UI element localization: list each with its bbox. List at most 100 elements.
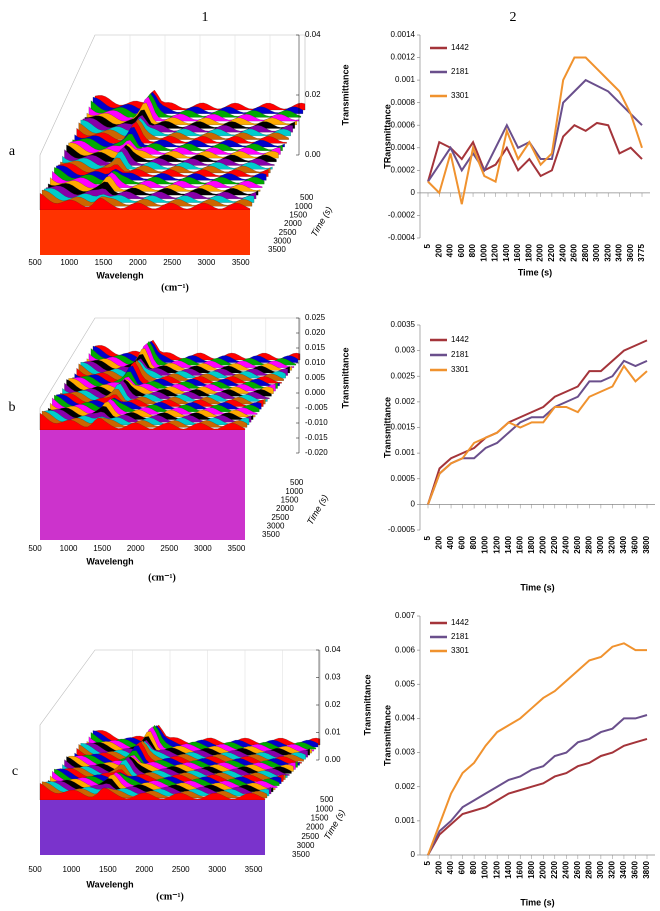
z-tick-label: 0.000 (305, 388, 326, 397)
x-tick-label: 3200 (603, 243, 612, 261)
y-tick-label: 0.0025 (391, 371, 416, 380)
series-line (427, 56, 643, 205)
depth-tick-label: 500 (300, 193, 314, 202)
x-tick-label: 1400 (502, 243, 511, 261)
depth-tick-label: 2500 (279, 228, 297, 237)
depth-tick-label: 2000 (284, 219, 302, 228)
legend-label: 2181 (451, 632, 469, 641)
frame (39, 649, 321, 800)
x-tick-label: 3000 (596, 535, 605, 553)
z-tick-label: 0.010 (305, 358, 326, 367)
front-face (40, 800, 265, 855)
spectrum-layer (43, 188, 255, 203)
depth-axis-title: Time (s) (309, 205, 334, 239)
y-tick-label: -0.0005 (388, 525, 416, 534)
depth-tick-label: 1500 (289, 210, 307, 219)
row-label: a (9, 144, 16, 159)
row-label: c (12, 764, 18, 779)
x-tick-label: 2500 (172, 865, 190, 874)
series-line (427, 737, 648, 856)
y-tick-label: 0.005 (395, 679, 416, 688)
y-tick-label: 0.001 (395, 75, 416, 84)
y-tick-label: -0.0004 (388, 233, 416, 242)
x-axis-unit: (cm⁻¹) (148, 572, 176, 583)
y-tick-label: 0.002 (395, 397, 416, 406)
x-tick-label: 1200 (491, 243, 500, 261)
x-tick-label: 200 (434, 243, 443, 257)
legend-label: 3301 (451, 91, 469, 100)
front-face (40, 210, 250, 255)
y-tick-label: 0.0002 (391, 165, 416, 174)
y-tick-label: 0.006 (395, 645, 416, 654)
x-tick-label: 1600 (515, 535, 524, 553)
depth-tick-label: 500 (290, 478, 304, 487)
x-axis-title: Time (s) (520, 897, 554, 907)
x-tick-label: 2800 (584, 860, 593, 878)
depth-tick-label: 1000 (295, 202, 313, 211)
series-line (427, 339, 648, 505)
y-axis-title: Transmittance (382, 705, 392, 766)
x-tick-label: 600 (458, 535, 467, 549)
depth-tick-label: 3000 (267, 521, 285, 530)
legend-label: 1442 (451, 618, 469, 627)
x-tick-label: 5 (423, 860, 432, 865)
y-tick-label: 0 (411, 850, 416, 859)
depth-tick-label: 1000 (285, 487, 303, 496)
z-axis-title: Transmittance (340, 347, 350, 408)
x-tick-label: 800 (469, 535, 478, 549)
x-tick-label: 1600 (513, 243, 522, 261)
x-tick-label: 1000 (481, 535, 490, 553)
depth-tick-label: 3000 (297, 841, 315, 850)
y-tick-label: 0.0012 (391, 53, 416, 62)
x-tick-label: 3000 (194, 544, 212, 553)
spectrum-layer (39, 192, 251, 211)
x-tick-label: 5 (423, 243, 432, 248)
z-tick-label: -0.020 (305, 448, 328, 457)
y-tick-label: 0.0014 (391, 30, 416, 39)
x-tick-label: 2800 (584, 535, 593, 553)
x-tick-label: 600 (457, 243, 466, 257)
z-tick-label: 0.005 (305, 373, 326, 382)
x-tick-label: 3800 (642, 535, 651, 553)
x-tick-label: 1000 (60, 544, 78, 553)
y-tick-label: 0.004 (395, 714, 416, 723)
x-tick-label: 500 (28, 865, 42, 874)
row-label: b (9, 400, 16, 415)
x-tick-label: 2000 (538, 860, 547, 878)
x-tick-label: 2200 (550, 535, 559, 553)
y-tick-label: 0.0006 (391, 120, 416, 129)
depth-tick-label: 1500 (311, 813, 329, 822)
x-tick-label: 800 (469, 860, 478, 874)
depth-tick-label: 2000 (306, 823, 324, 832)
x-tick-label: 2600 (573, 860, 582, 878)
legend-label: 3301 (451, 365, 469, 374)
x-tick-label: 1400 (504, 860, 513, 878)
x-tick-label: 3400 (615, 243, 624, 261)
y-tick-label: 0.0008 (391, 98, 416, 107)
depth-tick-label: 2500 (271, 513, 289, 522)
spectrum-layer (39, 412, 246, 431)
z-tick-label: 0.020 (305, 328, 326, 337)
x-tick-label: 500 (28, 544, 42, 553)
legend-label: 2181 (451, 350, 469, 359)
z-tick-label: -0.005 (305, 403, 328, 412)
x-tick-label: 3600 (626, 243, 635, 261)
front-face (40, 430, 245, 540)
z-tick-label: 0.02 (305, 90, 321, 99)
x-tick-label: 5 (423, 535, 432, 540)
y-tick-label: 0.0015 (391, 423, 416, 432)
x-tick-label: 200 (435, 860, 444, 874)
x-tick-label: 1500 (95, 258, 113, 267)
x-tick-label: 2500 (160, 544, 178, 553)
x-tick-label: 3600 (631, 535, 640, 553)
x-tick-label: 2200 (550, 860, 559, 878)
depth-tick-label: 2500 (301, 832, 319, 841)
y-tick-label: 0 (411, 499, 416, 508)
y-axis-title: TRansmittance (382, 104, 392, 169)
depth-tick-label: 1500 (281, 495, 299, 504)
x-axis-title: Wavelengh (86, 879, 133, 889)
y-tick-label: 0.0035 (391, 320, 416, 329)
z-tick-label: 0.00 (325, 755, 341, 764)
z-tick-label: 0.025 (305, 313, 326, 322)
x-tick-label: 2600 (573, 535, 582, 553)
